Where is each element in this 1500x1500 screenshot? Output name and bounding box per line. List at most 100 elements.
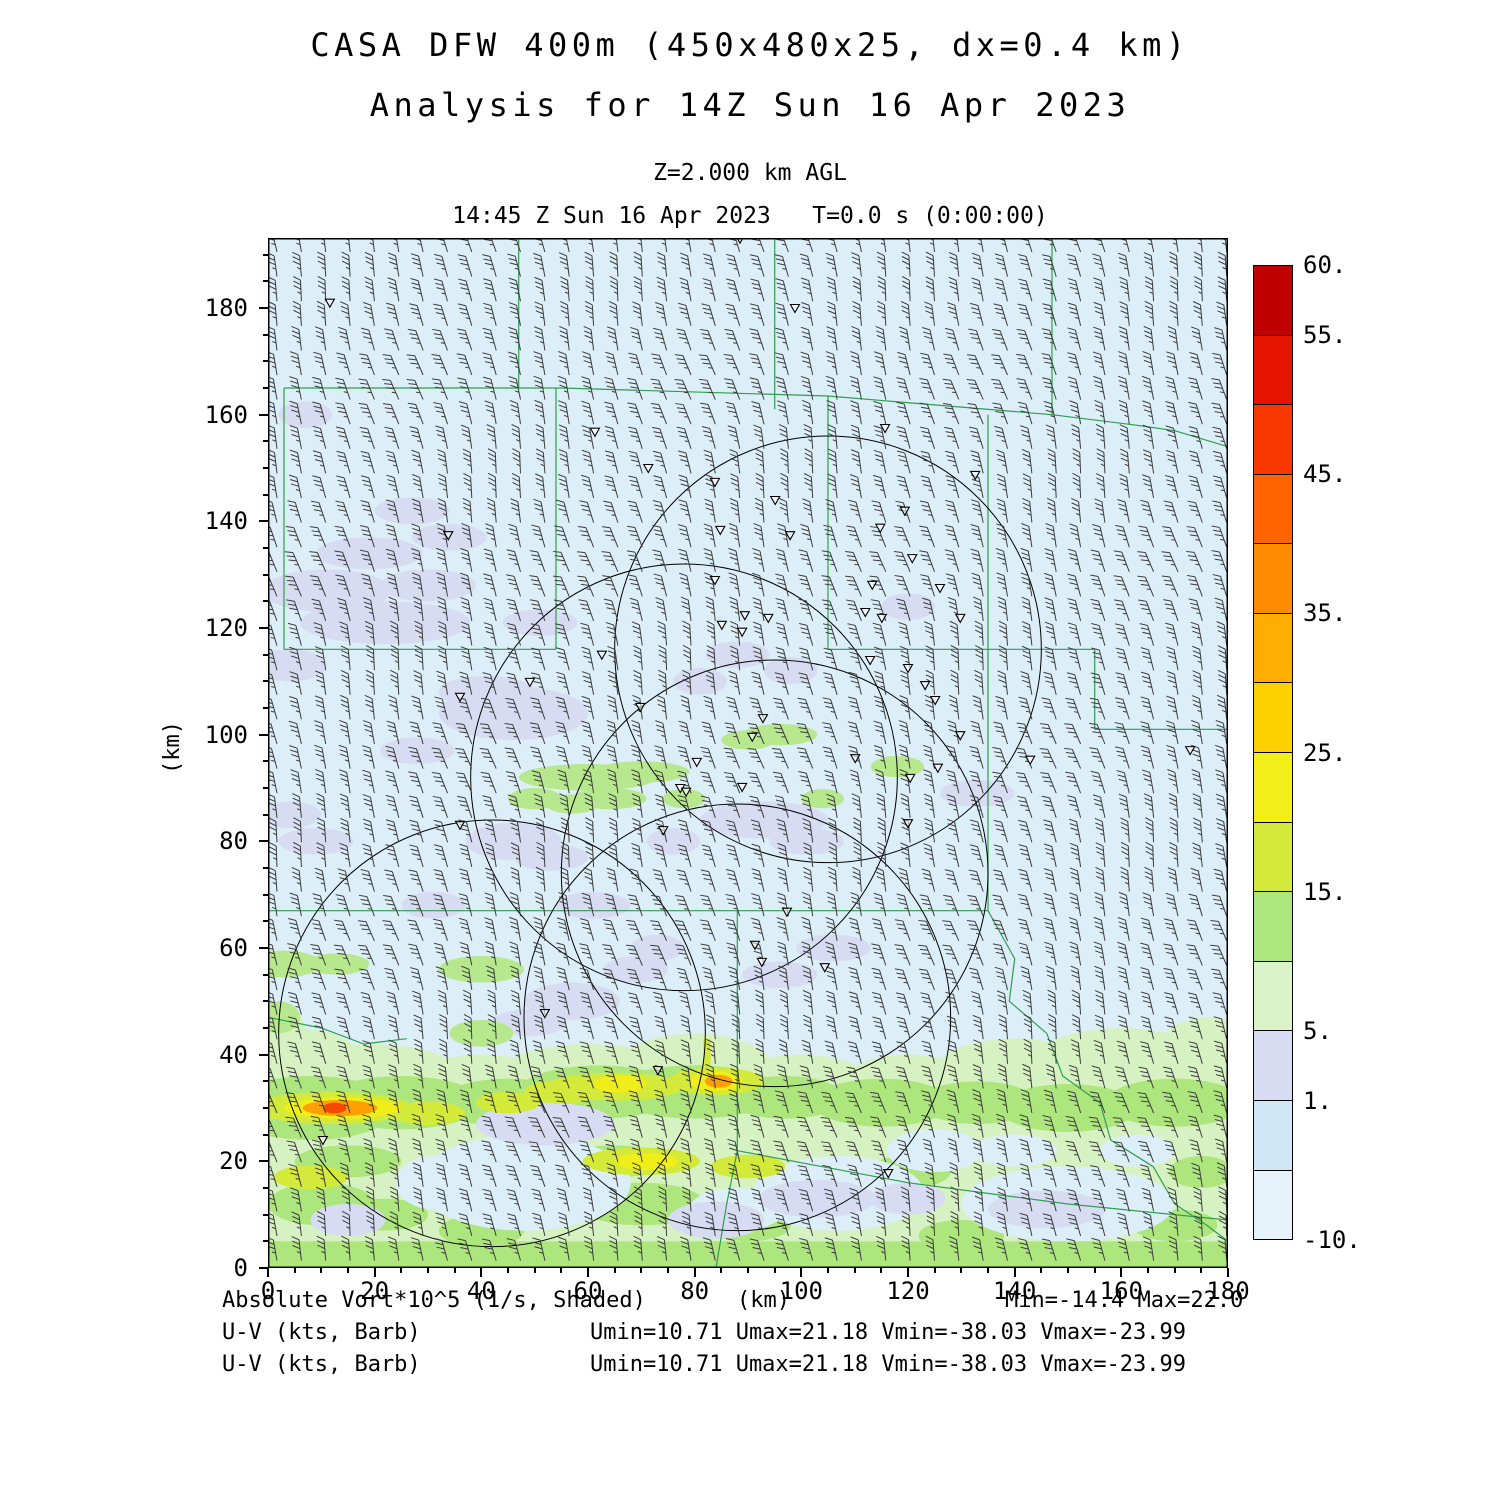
y-tick: [263, 813, 268, 816]
x-tick-label: 60: [573, 1277, 603, 1305]
colorbar-segment: [1254, 335, 1292, 406]
x-tick: [507, 1268, 509, 1273]
x-tick: [800, 1268, 803, 1277]
x-tick: [1200, 1268, 1203, 1273]
y-tick: [263, 1000, 268, 1003]
colorbar-segment: [1254, 1170, 1292, 1240]
x-tick-label: 100: [779, 1277, 823, 1305]
footer-barb-label-2: U-V (kts, Barb): [222, 1352, 421, 1377]
colorbar-tick-label: 15.: [1303, 877, 1347, 906]
colorbar-segment: [1254, 613, 1292, 684]
x-tick: [827, 1268, 829, 1273]
y-tick: [263, 387, 268, 389]
colorbar-tick-label: 1.: [1303, 1086, 1332, 1115]
y-tick: [263, 1187, 268, 1189]
x-tick: [693, 1268, 696, 1277]
colorbar-segment: [1254, 405, 1292, 475]
y-tick: [263, 1027, 268, 1029]
x-tick: [453, 1268, 456, 1273]
y-axis-unit-label: (km): [159, 721, 185, 774]
x-tick: [613, 1268, 616, 1273]
colorbar-tick-label: 35.: [1303, 599, 1347, 628]
colorbar-tick-label: 5.: [1303, 1017, 1332, 1046]
y-tick-label: 40: [219, 1040, 248, 1069]
x-tick-label: 120: [886, 1277, 930, 1305]
y-tick: [263, 973, 268, 976]
x-tick-label: 20: [360, 1277, 390, 1305]
y-tick: [259, 627, 268, 629]
colorbar-segment: [1254, 822, 1292, 893]
x-tick: [853, 1268, 856, 1273]
y-tick: [263, 467, 268, 469]
plot-frame: [268, 238, 1228, 1268]
y-tick-label: 20: [219, 1147, 248, 1176]
y-tick: [259, 1053, 268, 1056]
y-tick-label: 0: [233, 1254, 248, 1282]
colorbar-tick-label: 55.: [1303, 320, 1347, 349]
colorbar-tick-label: 25.: [1303, 738, 1347, 767]
station-markers: [317, 234, 1196, 1179]
y-tick-label: 140: [204, 507, 248, 536]
colorbar-segment: [1254, 1100, 1292, 1171]
x-tick: [907, 1268, 909, 1277]
x-tick-label: 140: [992, 1277, 1037, 1305]
y-tick: [259, 307, 268, 309]
x-tick: [640, 1268, 643, 1273]
y-tick: [263, 573, 268, 576]
x-tick-label: 40: [466, 1277, 496, 1305]
colorbar-segment: [1254, 683, 1292, 754]
x-tick: [1147, 1268, 1149, 1273]
x-tick: [720, 1268, 723, 1273]
y-tick-label: 120: [204, 614, 248, 642]
chart-title-line2: Analysis for 14Z Sun 16 Apr 2023: [369, 86, 1131, 124]
y-tick: [263, 1240, 268, 1243]
x-tick: [427, 1268, 429, 1273]
y-tick: [263, 547, 268, 549]
chart-title-line1: CASA DFW 400m (450x480x25, dx=0.4 km): [310, 26, 1190, 64]
footer-barb-label-1: U-V (kts, Barb): [222, 1320, 421, 1345]
y-tick-label: 100: [204, 720, 248, 749]
y-tick-label: 80: [219, 827, 248, 856]
x-tick-label: 180: [1206, 1277, 1250, 1305]
y-tick: [263, 493, 268, 496]
x-tick-label: 0: [260, 1277, 276, 1305]
x-tick: [1013, 1268, 1016, 1277]
x-tick: [400, 1268, 403, 1273]
footer-axis-unit: (km): [737, 1288, 790, 1313]
time-label: 14:45 Z Sun 16 Apr 2023 T=0.0 s (0:00:00…: [452, 203, 1048, 229]
y-tick: [263, 1213, 268, 1216]
footer-barb-stats-1: Umin=10.71 Umax=21.18 Vmin=-38.03 Vmax=-…: [590, 1320, 1187, 1345]
x-tick: [773, 1268, 776, 1273]
x-tick: [1120, 1268, 1123, 1277]
x-tick-label: 160: [1099, 1277, 1143, 1305]
x-tick-label: 80: [680, 1277, 710, 1305]
y-tick: [263, 280, 268, 283]
y-tick-label: 160: [204, 400, 248, 429]
colorbar-segment: [1254, 266, 1292, 336]
y-tick: [263, 1107, 268, 1109]
x-tick: [480, 1268, 483, 1277]
y-tick: [263, 707, 268, 709]
colorbar-tick-label: 60.: [1303, 251, 1347, 279]
x-tick: [373, 1268, 376, 1277]
y-tick: [263, 760, 268, 763]
y-tick: [263, 360, 268, 363]
y-tick: [263, 893, 268, 896]
x-tick: [987, 1268, 989, 1273]
y-tick: [263, 920, 268, 923]
x-tick: [933, 1268, 936, 1273]
y-tick: [259, 840, 268, 843]
y-tick: [259, 733, 268, 736]
y-tick: [259, 520, 268, 523]
y-tick: [263, 253, 268, 256]
colorbar-tick-label: -10.: [1303, 1226, 1361, 1254]
x-tick: [1173, 1268, 1176, 1273]
y-tick: [263, 787, 268, 789]
footer-field-label: Absolute Vort*10^5 (1/s, Shaded): [222, 1288, 646, 1313]
y-tick: [259, 947, 268, 949]
colorbar-segment: [1254, 544, 1292, 614]
y-tick: [263, 440, 268, 443]
x-tick: [880, 1268, 883, 1273]
x-tick: [1067, 1268, 1069, 1273]
